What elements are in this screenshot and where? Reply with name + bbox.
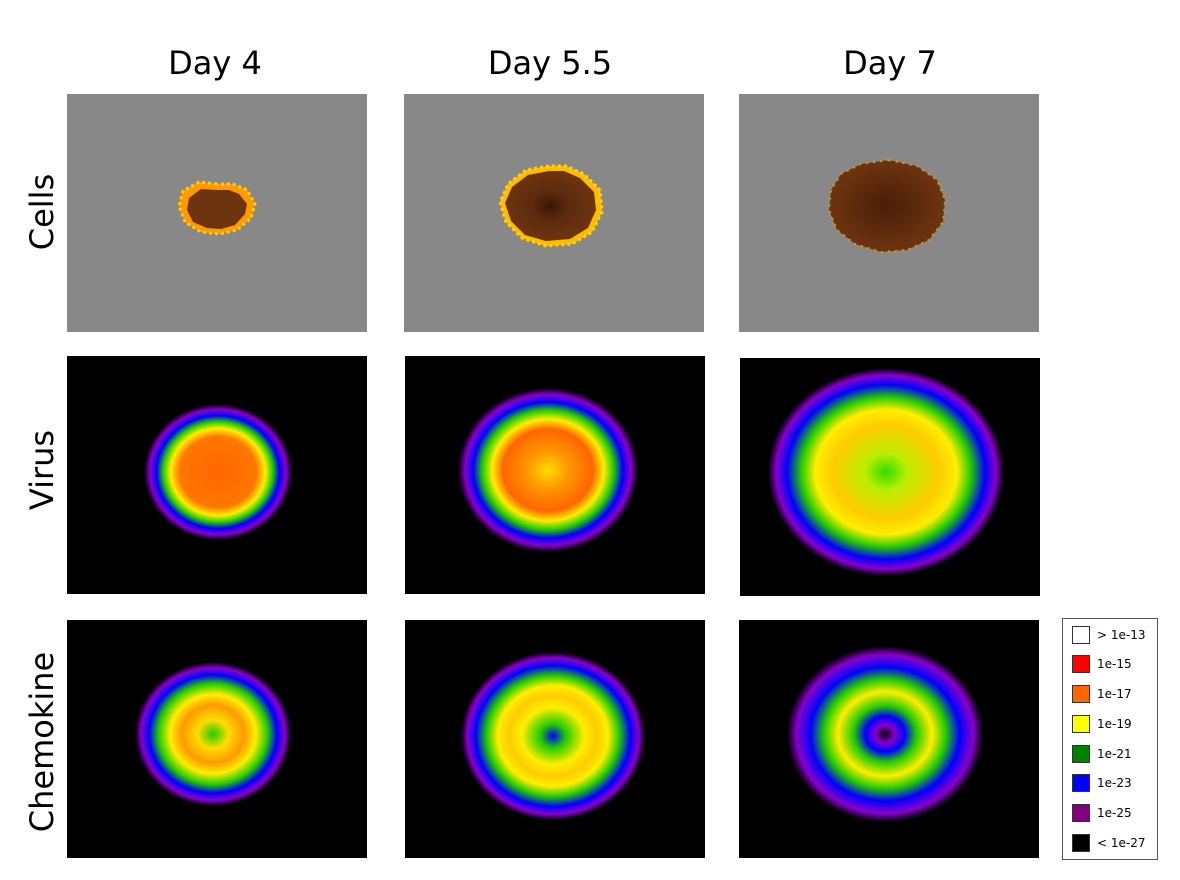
legend-swatch [1072,715,1090,733]
chemokine-day-4-panel [67,620,367,858]
legend-swatch [1072,834,1090,852]
legend-swatch [1072,745,1090,763]
column-title-day-7: Day 7 [843,44,937,82]
chemokine-day-5-5-panel [405,620,705,858]
legend-item: < 1e-27 [1072,833,1146,853]
legend: > 1e-13 1e-15 1e-17 1e-19 1e-21 1e-23 1e… [1062,618,1158,860]
legend-label: < 1e-27 [1097,836,1146,850]
cells-day-7-panel [739,94,1039,332]
virus-day-4-panel [67,356,367,594]
column-title-day-4: Day 4 [168,44,262,82]
legend-label: 1e-23 [1097,776,1132,790]
legend-item: 1e-21 [1072,744,1132,764]
legend-swatch [1072,804,1090,822]
virus-day-5-5-panel [405,356,705,594]
legend-label: 1e-15 [1097,657,1132,671]
legend-item: 1e-25 [1072,803,1132,823]
legend-label: 1e-21 [1097,747,1132,761]
legend-swatch [1072,655,1090,673]
legend-label: 1e-19 [1097,717,1132,731]
legend-swatch [1072,626,1090,644]
legend-item: 1e-23 [1072,773,1132,793]
legend-item: 1e-17 [1072,684,1132,704]
row-title-virus: Virus [23,429,61,511]
legend-label: 1e-17 [1097,687,1132,701]
legend-swatch [1072,774,1090,792]
row-title-chemokine: Chemokine [23,651,61,833]
virus-day-7-panel [740,358,1040,596]
legend-swatch [1072,685,1090,703]
legend-label: 1e-25 [1097,806,1132,820]
legend-label: > 1e-13 [1097,628,1146,642]
legend-item: > 1e-13 [1072,625,1146,645]
chemokine-day-7-panel [739,620,1039,858]
row-title-cells: Cells [23,173,61,251]
cells-day-5-5-panel [404,94,704,332]
cells-day-4-panel [67,94,367,332]
legend-item: 1e-19 [1072,714,1132,734]
legend-item: 1e-15 [1072,654,1132,674]
column-title-day-5-5: Day 5.5 [487,44,613,82]
